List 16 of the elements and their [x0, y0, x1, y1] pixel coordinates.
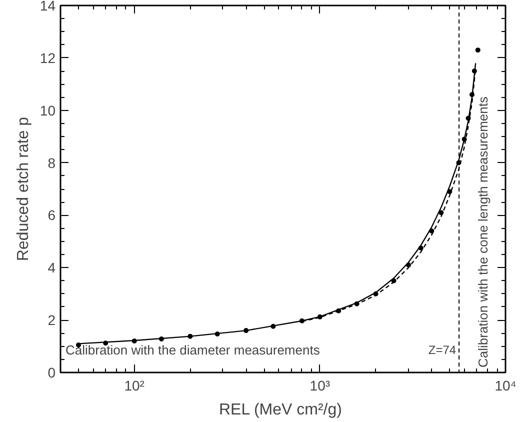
annotation: Calibration with the cone length measurements: [476, 96, 490, 368]
y-tick-label: 10: [40, 102, 56, 118]
y-axis-title: Reduced etch rate p: [14, 116, 32, 262]
y-tick-label: 14: [40, 0, 56, 14]
y-tick-label: 8: [48, 154, 56, 171]
x-tick-label: 10³: [310, 378, 330, 394]
y-tick-label: 12: [40, 50, 56, 66]
y-tick-label: 0: [48, 364, 56, 380]
y-tick-label: 2: [48, 312, 56, 328]
x-tick-label: 10⁴: [494, 378, 516, 394]
y-tick-label: 4: [48, 260, 56, 276]
x-axis-title: REL (MeV cm²/g): [218, 402, 342, 418]
y-tick-label: 6: [48, 207, 56, 224]
x-tick-label: 10²: [124, 378, 145, 394]
annotation: Z=74: [428, 342, 456, 357]
annotation: Calibration with the diameter measurements: [66, 342, 320, 358]
